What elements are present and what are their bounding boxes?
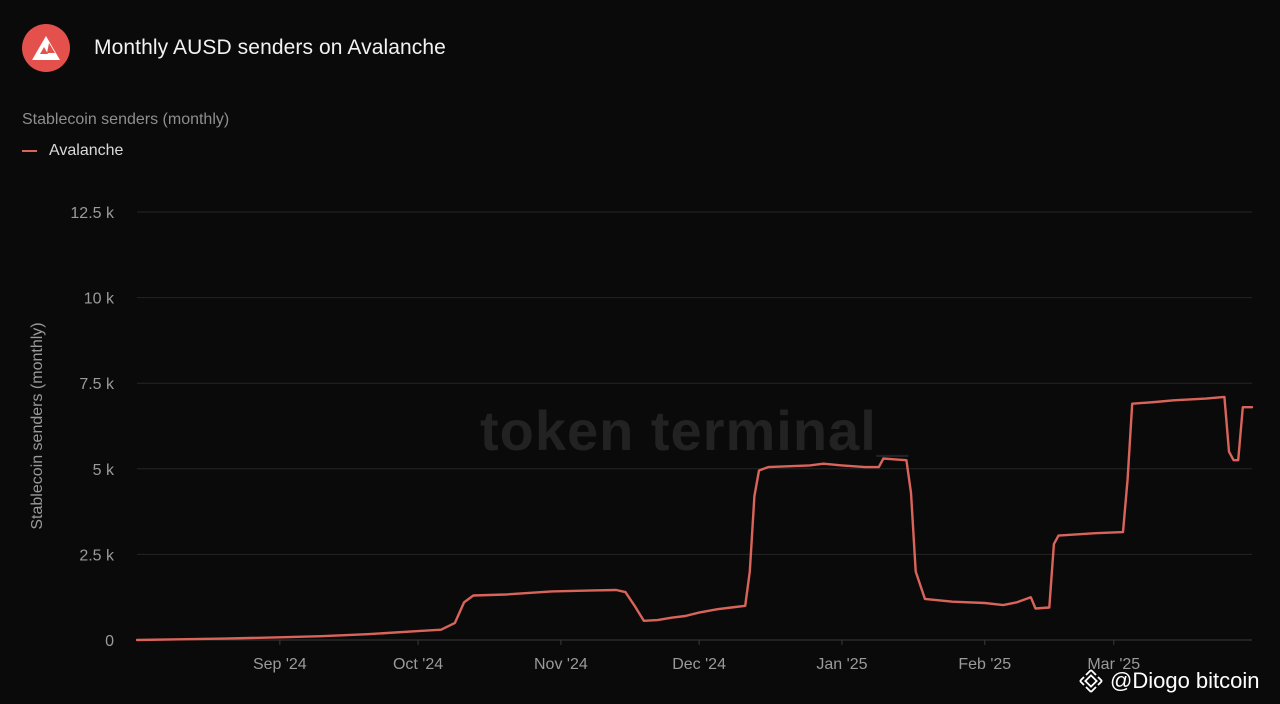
y-tick-label: 12.5 k <box>70 205 115 222</box>
avalanche-logo-icon <box>22 24 70 72</box>
y-tick-label: 10 k <box>84 291 115 308</box>
x-tick-label: Mar '25 <box>1087 656 1140 673</box>
y-tick-label: 0 <box>105 633 114 650</box>
chart-title: Monthly AUSD senders on Avalanche <box>94 36 446 59</box>
watermark: token terminal_ <box>480 399 909 462</box>
chart-header: Monthly AUSD senders on Avalanche <box>22 24 446 72</box>
x-tick-label: Feb '25 <box>958 656 1011 673</box>
legend-swatch <box>22 150 37 152</box>
x-tick-label: Oct '24 <box>393 656 443 673</box>
y-axis-title: Stablecoin senders (monthly) <box>29 322 46 529</box>
x-tick-label: Dec '24 <box>672 656 726 673</box>
binance-diamond-icon <box>1079 669 1103 693</box>
x-tick-label: Nov '24 <box>534 656 588 673</box>
legend-label: Avalanche <box>49 142 124 159</box>
y-tick-label: 2.5 k <box>79 547 115 564</box>
avalanche-logo-glyph <box>32 36 60 60</box>
x-tick-label: Jan '25 <box>816 656 867 673</box>
credit: @Diogo bitcoin <box>1078 668 1260 694</box>
credit-text: @Diogo bitcoin <box>1110 668 1260 693</box>
legend[interactable]: Avalanche <box>22 142 123 160</box>
x-tick-label: Sep '24 <box>253 656 307 673</box>
chart-subtitle: Stablecoin senders (monthly) <box>22 111 230 128</box>
y-tick-label: 7.5 k <box>79 376 115 393</box>
series-line-avalanche <box>135 395 1254 642</box>
y-tick-label: 5 k <box>93 462 115 479</box>
